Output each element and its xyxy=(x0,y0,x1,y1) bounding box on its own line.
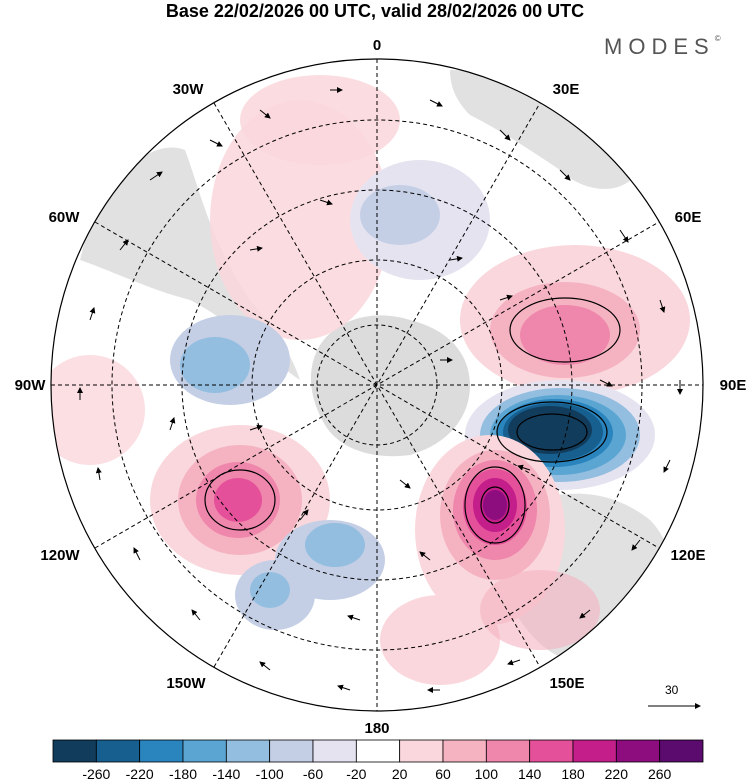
lon-label-120w: 120W xyxy=(40,547,80,564)
africa-land xyxy=(450,70,640,189)
wind-vectors xyxy=(77,87,683,693)
colorbar-tick-label: -60 xyxy=(302,766,324,782)
colorbar-swatch xyxy=(269,739,314,763)
brand-mark: © xyxy=(714,34,721,43)
colorbar-swatch xyxy=(139,739,184,763)
anomaly-field xyxy=(51,75,690,685)
streamlines xyxy=(204,297,621,544)
colorbar-swatch xyxy=(529,739,574,763)
lon-label-150e: 150E xyxy=(549,675,584,692)
colorbar-swatch xyxy=(225,739,271,763)
colorbar-tick-label: 100 xyxy=(474,766,499,782)
lon-label-90e: 90E xyxy=(720,377,747,394)
lon-label-30e: 30E xyxy=(553,81,580,98)
colorbar-tick-label: -20 xyxy=(346,766,367,782)
colorbar-tick-label: 140 xyxy=(517,766,542,782)
colorbar-tick-label: 60 xyxy=(435,766,451,782)
lon-label-90w: 90W xyxy=(15,377,47,394)
colorbar-tick-label: 180 xyxy=(561,766,585,782)
colorbar-swatch xyxy=(52,739,97,763)
colorbar-tick-label: -140 xyxy=(212,766,241,782)
reference-vector-label: 30 xyxy=(665,683,679,697)
colorbar-tick-label: 220 xyxy=(604,766,629,782)
antarctica-land xyxy=(310,315,470,457)
colorbar-swatch xyxy=(95,739,141,763)
lon-label-30w: 30W xyxy=(173,81,205,98)
lon-label-0: 0 xyxy=(373,37,381,54)
brand-name: MODES xyxy=(604,34,715,59)
map-border xyxy=(50,58,704,712)
colorbar-tick-label: -260 xyxy=(82,766,111,782)
colorbar-tick-label: -220 xyxy=(125,766,154,782)
colorbar xyxy=(52,739,704,763)
colorbar-swatch xyxy=(659,739,704,763)
lon-label-180: 180 xyxy=(364,720,389,737)
colorbar-swatch xyxy=(312,739,357,763)
modes-logo: MODES© xyxy=(604,34,721,60)
map-disc xyxy=(51,59,703,711)
colorbar-tick-label: 20 xyxy=(391,766,408,782)
map-title: Base 22/02/2026 00 UTC, valid 28/02/2026… xyxy=(165,1,585,21)
lon-label-60e: 60E xyxy=(675,209,702,226)
colorbar-tick-label: -180 xyxy=(168,766,198,782)
lon-label-150w: 150W xyxy=(166,675,206,692)
lon-label-60w: 60W xyxy=(49,209,81,226)
graticule xyxy=(51,59,703,711)
colorbar-swatch xyxy=(615,739,661,763)
colorbar-tick-label: 260 xyxy=(647,766,672,782)
colorbar-swatch xyxy=(355,739,401,763)
colorbar-tick-label: -100 xyxy=(255,766,284,782)
colorbar-swatch xyxy=(485,739,531,763)
colorbar-swatch xyxy=(399,739,444,763)
lon-label-120e: 120E xyxy=(670,547,705,564)
colorbar-swatch xyxy=(182,739,227,763)
colorbar-swatch xyxy=(572,739,617,763)
colorbar-swatch xyxy=(442,739,487,763)
